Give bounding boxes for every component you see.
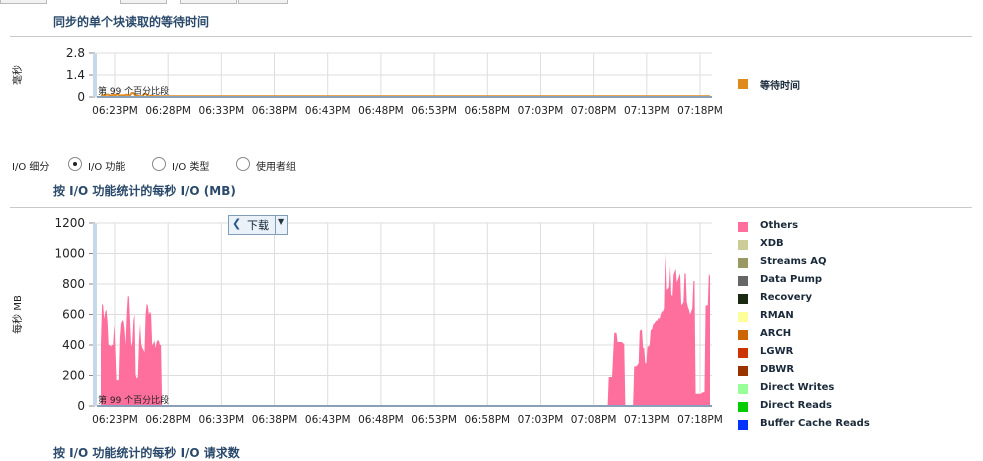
legend-label: ARCH [760, 328, 792, 339]
legend-label: 等待时间 [760, 81, 800, 92]
legend-swatch [738, 258, 748, 268]
y-tick-label: 0 [77, 399, 85, 413]
legend-swatch [738, 366, 748, 376]
x-tick-label: 07:13PM [624, 105, 670, 117]
x-tick-label: 07:08PM [571, 105, 617, 117]
radio-io-function[interactable] [68, 157, 82, 171]
legend-swatch [738, 222, 748, 232]
io-title-rule [10, 207, 972, 208]
tab-2[interactable] [120, 0, 167, 4]
y-tick-label: 2.8 [66, 46, 85, 60]
x-tick-label: 06:53PM [411, 105, 457, 117]
io-chart-title: 按 I/O 功能统计的每秒 I/O (MB) [53, 184, 236, 198]
y-axis-label: 每秒 MB [11, 295, 24, 334]
y-tick-label: 600 [62, 308, 85, 322]
x-tick-label: 06:33PM [199, 414, 245, 426]
io-chart-legend: Others XDB Streams AQ Data Pump Recovery RMAN… [738, 220, 968, 436]
legend-swatch [738, 276, 748, 286]
download-arrow-icon: ❮ [232, 217, 242, 230]
download-button[interactable]: ❮ 下载 ▼ [228, 215, 288, 235]
x-tick-label: 06:43PM [305, 105, 351, 117]
x-tick-label: 06:28PM [145, 414, 191, 426]
chevron-down-icon[interactable]: ▼ [278, 217, 285, 226]
y-tick-label: 400 [62, 338, 85, 352]
y-tick-label: 200 [62, 369, 85, 383]
legend-label: LGWR [760, 346, 794, 357]
radio-io-type-label[interactable]: I/O 类型 [172, 162, 210, 173]
tab-3[interactable] [180, 0, 237, 4]
x-tick-label: 07:08PM [571, 414, 617, 426]
x-tick-label: 06:58PM [464, 414, 510, 426]
radio-consumer-group[interactable] [236, 157, 250, 171]
x-tick-label: 07:03PM [518, 105, 564, 117]
download-label: 下载 [247, 219, 269, 232]
y-tick-label: 1.4 [66, 68, 85, 82]
x-tick-label: 06:23PM [92, 105, 138, 117]
y-tick-label: 1000 [54, 247, 85, 261]
x-tick-label: 07:18PM [677, 105, 723, 117]
legend-label: Direct Reads [760, 400, 832, 411]
wait-chart-title: 同步的单个块读取的等待时间 [53, 15, 210, 29]
legend-label: Others [760, 220, 799, 231]
legend-label: Buffer Cache Reads [760, 418, 870, 429]
legend-swatch [738, 312, 748, 322]
legend-label: Data Pump [760, 274, 823, 285]
x-tick-label: 06:48PM [358, 414, 404, 426]
x-tick-label: 06:38PM [252, 414, 298, 426]
legend-label: DBWR [760, 364, 795, 375]
percentile-annotation: 第 99 个百分比段 [98, 85, 169, 97]
wait-time-chart: 2.8 1.4 0 06:23PM 06:28PM 06:33PM 06:38PM 06:43… [11, 46, 723, 117]
radio-io-type[interactable] [152, 157, 166, 171]
legend-swatch [738, 330, 748, 340]
y-axis-label: 毫秒 [11, 65, 24, 85]
legend-swatch [738, 384, 748, 394]
io-breakdown-label: I/O 细分 [12, 162, 50, 173]
radio-io-function-label[interactable]: I/O 功能 [88, 162, 126, 173]
x-tick-label: 06:48PM [358, 105, 404, 117]
radio-consumer-group-label[interactable]: 使用者组 [256, 162, 296, 173]
x-tick-label: 06:23PM [92, 414, 138, 426]
x-tick-label: 06:58PM [464, 105, 510, 117]
series-area-others [101, 253, 710, 406]
percentile-annotation: 第 99 个百分比段 [98, 394, 169, 406]
y-tick-label: 0 [77, 90, 85, 104]
io-mb-chart: 1200 1000 800 600 400 200 0 06:23PM 06:28PM 06:33… [11, 216, 723, 426]
x-tick-label: 06:38PM [252, 105, 298, 117]
wait-title-rule [10, 36, 972, 37]
y-tick-label: 800 [62, 277, 85, 291]
legend-swatch [738, 420, 748, 430]
legend-swatch [738, 79, 748, 89]
x-tick-label: 07:18PM [677, 414, 723, 426]
x-tick-label: 06:28PM [145, 105, 191, 117]
x-tick-label: 06:33PM [199, 105, 245, 117]
x-tick-label: 07:03PM [518, 414, 564, 426]
legend-label: Streams AQ [760, 256, 827, 267]
next-chart-title: 按 I/O 功能统计的每秒 I/O 请求数 [53, 446, 240, 460]
wait-chart-legend: 等待时间 [738, 77, 958, 93]
legend-label: XDB [760, 238, 784, 249]
legend-swatch [738, 294, 748, 304]
y-tick-label: 1200 [54, 216, 85, 230]
legend-swatch [738, 402, 748, 412]
legend-swatch [738, 240, 748, 250]
legend-label: Recovery [760, 292, 813, 303]
legend-label: RMAN [760, 310, 794, 321]
x-tick-label: 07:13PM [624, 414, 670, 426]
legend-label: Direct Writes [760, 382, 835, 393]
legend-swatch [738, 348, 748, 358]
tab-1[interactable] [0, 0, 47, 4]
download-separator [275, 216, 276, 234]
x-tick-label: 06:43PM [305, 414, 351, 426]
x-tick-label: 06:53PM [411, 414, 457, 426]
tab-4[interactable] [238, 0, 288, 4]
top-tab-strip [0, 0, 983, 4]
